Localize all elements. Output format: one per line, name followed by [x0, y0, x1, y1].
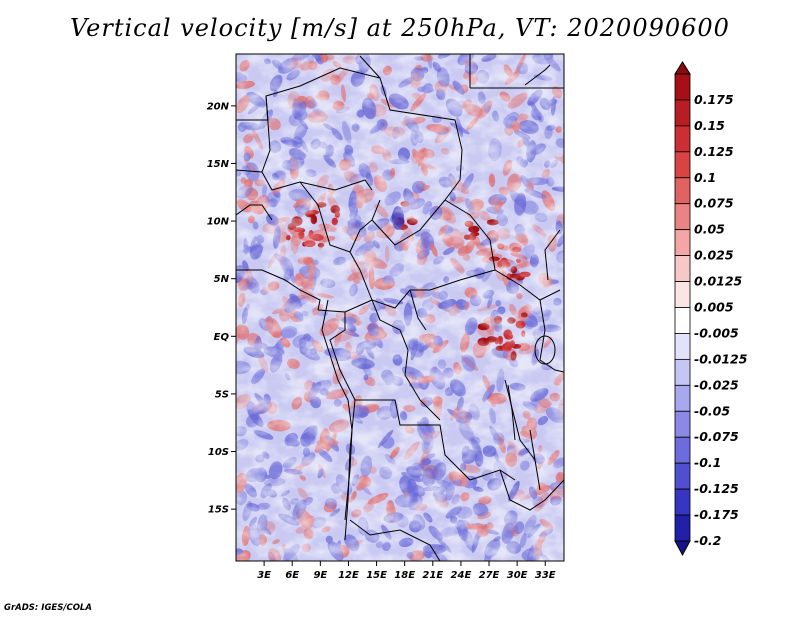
- colorbar-label: 0.175: [694, 92, 734, 107]
- lat-label: EQ: [214, 332, 230, 343]
- lon-label: 6E: [285, 570, 299, 581]
- colorbar-swatch: [674, 384, 691, 412]
- grads-credit: GrADS: IGES/COLA: [4, 603, 92, 613]
- border-path: [539, 299, 564, 373]
- colorbar-label: -0.005: [694, 325, 739, 340]
- colorbar-swatch: [674, 177, 691, 205]
- colorbar: 0.175 0.15 0.125 0.1 0.075 0.05 0.025 0.0125 0.0…: [674, 61, 748, 557]
- colorbar-label: 0.125: [694, 144, 734, 159]
- colorbar-swatch: [674, 125, 691, 153]
- colorbar-swatch: [674, 333, 691, 360]
- lon-label: 9E: [313, 570, 327, 581]
- field-texture-light: [236, 54, 564, 561]
- colorbar-top-arrow: [674, 61, 691, 75]
- colorbar-swatch: [674, 358, 691, 386]
- colorbar-swatch: [674, 488, 691, 516]
- lat-label: 10N: [207, 217, 230, 228]
- coastline-path: [321, 299, 353, 521]
- border-path: [544, 229, 561, 281]
- colorbar-swatch: [674, 307, 691, 334]
- longitude-axis: 3E 6E 9E 12E 15E 18E 21E 24E 27E 30E 33E: [257, 561, 556, 581]
- lat-label: 15N: [207, 159, 230, 170]
- colorbar-bottom-arrow: [674, 540, 691, 557]
- colorbar-label: 0.15: [694, 118, 725, 133]
- border-path: [524, 64, 551, 86]
- lon-label: 24E: [451, 570, 472, 581]
- border-path: [371, 299, 441, 421]
- lat-label: 20N: [207, 101, 230, 112]
- border-path: [359, 55, 381, 79]
- lakes: [507, 335, 556, 491]
- colorbar-label: -0.175: [694, 507, 739, 522]
- colorbar-swatch: [674, 462, 691, 490]
- lon-label: 18E: [394, 570, 415, 581]
- lat-label: 5S: [215, 389, 229, 400]
- colorbar-swatch: [674, 281, 691, 308]
- border-path: [236, 204, 273, 221]
- border-path: [409, 289, 427, 331]
- colorbar-label: -0.1: [694, 455, 721, 470]
- colorbar-label: -0.025: [694, 377, 739, 392]
- colorbar-label: -0.075: [694, 429, 739, 444]
- latitude-axis: 20N 15N 10N 5N EQ 5S 10S 15S: [207, 101, 236, 516]
- map-area: [236, 54, 564, 561]
- colorbar-label: 0.05: [694, 222, 725, 237]
- colorbar-label: -0.05: [694, 403, 730, 418]
- colorbar-label: -0.125: [694, 481, 739, 496]
- country-borders: [236, 54, 564, 561]
- border-path: [261, 95, 271, 173]
- colorbar-swatch: [674, 203, 691, 231]
- lon-label: 21E: [422, 570, 443, 581]
- lon-label: 15E: [366, 570, 387, 581]
- lake-outline: [507, 384, 516, 441]
- colorbar-label: -0.2: [694, 533, 721, 548]
- lon-label: 30E: [507, 570, 528, 581]
- lon-label: 12E: [338, 570, 359, 581]
- lake-outline: [529, 429, 541, 491]
- border-path: [236, 269, 321, 311]
- colorbar-label: 0.005: [694, 300, 734, 315]
- map-title: Vertical velocity [m/s] at 250hPa, VT: 2…: [70, 14, 730, 42]
- colorbar-swatch: [674, 229, 691, 257]
- lat-label: 10S: [208, 447, 229, 458]
- map-frame: [235, 53, 565, 562]
- lat-label: 15S: [208, 505, 229, 516]
- lake-outline: [534, 335, 556, 365]
- lon-label: 33E: [535, 570, 556, 581]
- colorbar-label: 0.0125: [694, 274, 743, 289]
- colorbar-swatch: [674, 255, 691, 282]
- colorbar-swatch: [674, 514, 691, 542]
- colorbar-swatch: [674, 151, 691, 179]
- border-path: [329, 312, 356, 401]
- lat-label: 5N: [214, 274, 230, 285]
- colorbar-label: 0.1: [694, 170, 716, 185]
- colorbar-label: -0.0125: [694, 351, 748, 366]
- lon-label: 27E: [479, 570, 500, 581]
- border-path: [349, 519, 441, 561]
- lon-label: 3E: [257, 570, 271, 581]
- colorbar-swatch: [674, 99, 691, 127]
- colorbar-swatch: [674, 410, 691, 438]
- colorbar-swatch: [674, 73, 691, 101]
- border-path: [371, 199, 446, 246]
- border-path: [355, 399, 516, 481]
- colorbar-label: 0.025: [694, 248, 734, 263]
- colorbar-label: 0.075: [694, 196, 734, 211]
- colorbar-swatch: [674, 436, 691, 464]
- border-path: [499, 469, 564, 511]
- border-path: [349, 251, 496, 309]
